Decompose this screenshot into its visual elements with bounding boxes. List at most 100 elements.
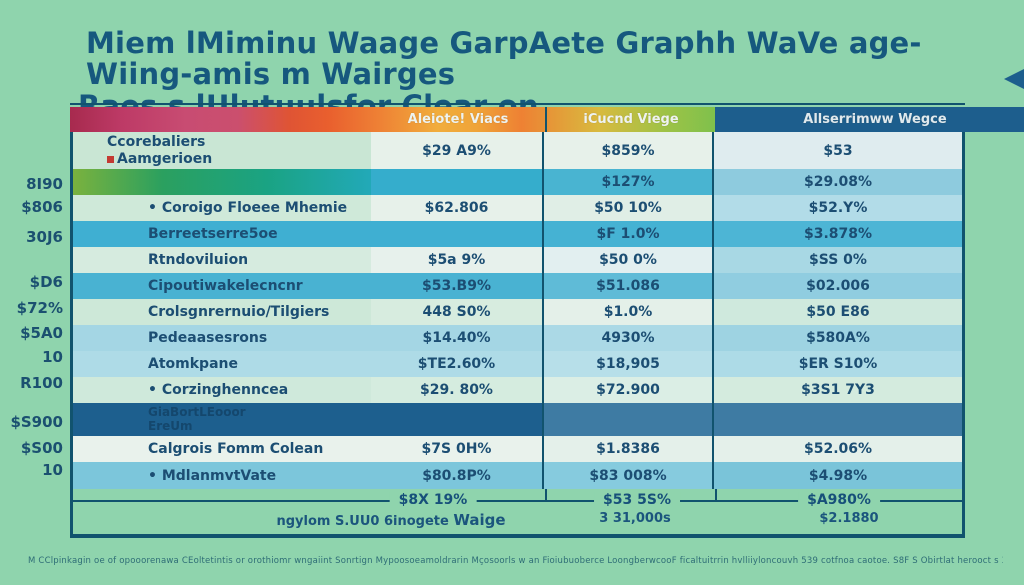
cell-value: $ER S10% <box>712 351 962 377</box>
cell-value <box>371 221 542 247</box>
cell-value: $53.B9% <box>371 273 542 299</box>
title-line-1: Miem lMiminu Waage GarpAete Graphh WaVe … <box>86 26 922 92</box>
axis-tick: 8I90 <box>26 175 63 193</box>
row-label: Rtndoviluion <box>73 247 371 273</box>
cell-value: $7S 0H% <box>371 436 542 462</box>
total-value-3: $A980% <box>798 492 880 508</box>
table-row: Cipoutiwakelecncnr $53.B9% $51.086 $02.0… <box>73 273 962 299</box>
cell-value: $1.8386 <box>542 436 712 462</box>
row-label-line2: EreUm <box>148 418 193 433</box>
row-label-line2: Aamgerioen <box>107 151 212 167</box>
row-label: Crolsgnrernuio/Tilgiers <box>73 299 371 325</box>
bottom-caption: M CClpinkagin oe of opooorenawa CEolteti… <box>28 556 1003 566</box>
cell-value: $859% <box>542 132 712 169</box>
table-row: • MdlanmvtVate $80.8P% $83 008% $4.98% <box>73 462 962 489</box>
header-col-3: Allserrimww Wegce <box>803 112 947 127</box>
left-arrow-icon <box>1004 66 1024 92</box>
wage-table: Aleiote! Viacs iCucnd Viege Allserrimww … <box>70 103 1024 538</box>
row-label-line1: GiaBortLEooor <box>148 404 246 419</box>
cell-value: $F 1.0% <box>542 221 712 247</box>
axis-tick: 30J6 <box>26 228 63 246</box>
cell-value: $02.006 <box>712 273 962 299</box>
row-label: • Corzinghenncea <box>73 377 371 403</box>
cell-value: $1.0% <box>542 299 712 325</box>
row-label: Cipoutiwakelecncnr <box>73 273 371 299</box>
table-footer: $8X 19% $53 5S% $A980% ngylom S.UU0 6ino… <box>70 489 965 538</box>
row-label <box>73 169 371 195</box>
row-label: Pedeaasesrons <box>73 325 371 351</box>
total-value-1: $8X 19% <box>389 492 477 508</box>
cell-value: $3S1 7Y3 <box>712 377 962 403</box>
table-header: Aleiote! Viacs iCucnd Viege Allserrimww … <box>70 103 1024 132</box>
table-row: Pedeaasesrons $14.40% 4930% $580A% <box>73 325 962 351</box>
cell-value: $83 008% <box>542 462 712 489</box>
cell-value <box>371 169 542 195</box>
table-row: • Corzinghenncea $29. 80% $72.900 $3S1 7… <box>73 377 962 403</box>
table-row: Berreetserre5oe $F 1.0% $3.878% <box>73 221 962 247</box>
footer-note-mid: 3 31,000s <box>599 511 671 526</box>
cell-value: $50 E86 <box>712 299 962 325</box>
cell-value <box>542 403 712 436</box>
cell-value: $TE2.60% <box>371 351 542 377</box>
cell-value: $127% <box>542 169 712 195</box>
cell-value: $53 <box>712 132 962 169</box>
footer-note-left: ngylom S.UU0 6inogete Waige <box>276 511 506 529</box>
cell-value: 448 S0% <box>371 299 542 325</box>
row-label: Atomkpane <box>73 351 371 377</box>
axis-tick: $D6 <box>29 273 63 291</box>
cell-value: $SS 0% <box>712 247 962 273</box>
axis-tick: 10 <box>42 461 63 479</box>
row-label: GiaBortLEooor EreUm <box>73 403 371 436</box>
footer-note-left-bold: Waige <box>453 511 506 529</box>
cell-value: $4.98% <box>712 462 962 489</box>
red-square-bullet-icon <box>107 155 114 163</box>
cell-value: 4930% <box>542 325 712 351</box>
table-row: $127% $29.08% <box>73 169 962 195</box>
cell-value: $52.Y% <box>712 195 962 221</box>
axis-tick: 10 <box>42 348 63 366</box>
cell-value: $18,905 <box>542 351 712 377</box>
axis-tick: $72% <box>16 299 63 317</box>
total-line <box>73 500 962 502</box>
header-navy-band <box>715 107 1024 132</box>
cell-value: $29.08% <box>712 169 962 195</box>
row-label: Calgrois Fomm Colean <box>73 436 371 462</box>
cell-value: $3.878% <box>712 221 962 247</box>
header-gradient-band <box>70 107 715 132</box>
table-row: GiaBortLEooor EreUm <box>73 403 962 436</box>
axis-tick: R100 <box>20 374 63 392</box>
cell-value <box>712 403 962 436</box>
table-row: Rtndoviluion $5a 9% $50 0% $SS 0% <box>73 247 962 273</box>
table-row: • Coroigo Floeee Mhemie $62.806 $50 10% … <box>73 195 962 221</box>
header-col-2: iCucnd Viege <box>545 107 715 132</box>
header-col-1: Aleiote! Viacs <box>407 112 509 127</box>
table-body: Ccorebaliers Aamgerioen $29 A9% $859% $5… <box>70 132 965 489</box>
table-row: Crolsgnrernuio/Tilgiers 448 S0% $1.0% $5… <box>73 299 962 325</box>
axis-tick: $806 <box>21 198 63 216</box>
cell-value: $29. 80% <box>371 377 542 403</box>
table-row: Ccorebaliers Aamgerioen $29 A9% $859% $5… <box>73 132 962 169</box>
cell-value: $51.086 <box>542 273 712 299</box>
cell-value: $50 0% <box>542 247 712 273</box>
row-label: • MdlanmvtVate <box>73 462 371 489</box>
column-divider <box>545 489 547 502</box>
cell-value: $580A% <box>712 325 962 351</box>
total-value-2: $53 5S% <box>594 492 680 508</box>
column-divider <box>715 489 717 502</box>
footer-note-right: $2.1880 <box>819 511 879 526</box>
row-label: Ccorebaliers Aamgerioen <box>73 132 371 169</box>
table-row: Atomkpane $TE2.60% $18,905 $ER S10% <box>73 351 962 377</box>
cell-value: $50 10% <box>542 195 712 221</box>
row-label: Berreetserre5oe <box>73 221 371 247</box>
cell-value: $72.900 <box>542 377 712 403</box>
cell-value: $29 A9% <box>371 132 542 169</box>
cell-value: $62.806 <box>371 195 542 221</box>
axis-tick: $S00 <box>20 439 63 457</box>
cell-value: $14.40% <box>371 325 542 351</box>
cell-value: $80.8P% <box>371 462 542 489</box>
cell-value: $52.06% <box>712 436 962 462</box>
table-row: Calgrois Fomm Colean $7S 0H% $1.8386 $52… <box>73 436 962 462</box>
cell-value: $5a 9% <box>371 247 542 273</box>
axis-tick: $5A0 <box>20 324 63 342</box>
row-label-line1: Ccorebaliers <box>107 134 206 151</box>
